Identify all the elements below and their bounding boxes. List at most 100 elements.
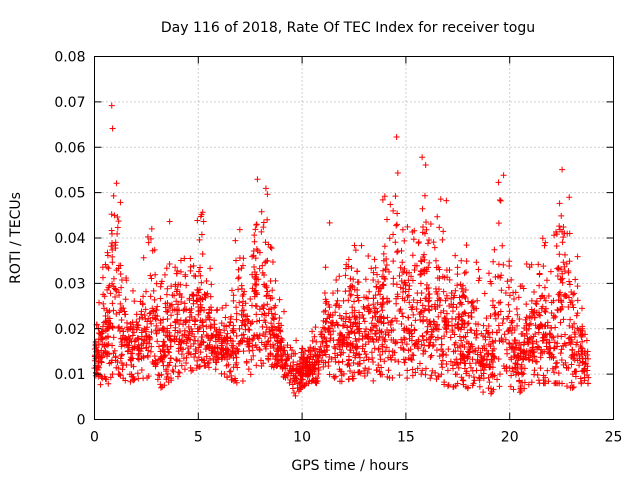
data-point (228, 342, 235, 349)
data-point (528, 379, 535, 386)
data-point (162, 304, 169, 311)
data-point (197, 264, 204, 271)
data-point (379, 295, 386, 302)
data-point (286, 379, 293, 386)
data-point (384, 216, 391, 223)
data-point (481, 342, 488, 349)
data-point (428, 352, 435, 359)
data-point (250, 352, 257, 359)
data-point (239, 302, 246, 309)
data-point (110, 334, 117, 341)
data-point (224, 374, 231, 381)
data-point (130, 329, 137, 336)
data-point (535, 261, 542, 268)
data-point (112, 239, 119, 246)
data-point (393, 295, 400, 302)
data-point (202, 292, 209, 299)
data-point (409, 366, 416, 373)
data-point (117, 199, 124, 206)
x-tick-label: 5 (194, 430, 203, 446)
data-point (419, 333, 426, 340)
data-point (213, 307, 220, 314)
data-point (508, 276, 515, 283)
data-point (260, 224, 267, 231)
data-point (208, 332, 215, 339)
data-point (121, 311, 128, 318)
data-point (271, 334, 278, 341)
data-point (186, 329, 193, 336)
data-point (399, 259, 406, 266)
data-point (233, 304, 240, 311)
data-point (420, 224, 427, 231)
data-point (102, 348, 109, 355)
data-point (360, 315, 367, 322)
data-point (350, 276, 357, 283)
data-point (352, 335, 359, 342)
data-point (118, 352, 125, 359)
data-point (118, 343, 125, 350)
data-point (568, 379, 575, 386)
data-point (440, 228, 447, 235)
y-axis-label: ROTI / TECUs (8, 192, 24, 284)
data-point (506, 340, 513, 347)
data-point (437, 309, 444, 316)
data-point (109, 253, 116, 260)
data-point (521, 379, 528, 386)
data-point (253, 291, 260, 298)
data-point (139, 314, 146, 321)
data-point (488, 280, 495, 287)
data-point (207, 355, 214, 362)
data-point (352, 352, 359, 359)
data-point (114, 213, 121, 220)
data-point (539, 303, 546, 310)
data-point (300, 351, 307, 358)
data-point (359, 345, 366, 352)
data-point (534, 343, 541, 350)
data-point (206, 309, 213, 316)
data-point (429, 328, 436, 335)
data-point (553, 243, 560, 250)
data-point (536, 271, 543, 278)
data-point (354, 343, 361, 350)
data-point (323, 318, 330, 325)
data-point (556, 251, 563, 258)
data-point (524, 338, 531, 345)
data-point (356, 314, 363, 321)
data-point (458, 324, 465, 331)
data-point (340, 339, 347, 346)
data-point (249, 347, 256, 354)
data-point (232, 377, 239, 384)
data-point (164, 370, 171, 377)
data-point (120, 332, 127, 339)
data-point (315, 367, 322, 374)
data-point (117, 335, 124, 342)
data-point (348, 264, 355, 271)
data-point (573, 312, 580, 319)
data-point (383, 262, 390, 269)
data-point (436, 297, 443, 304)
data-point (401, 265, 408, 272)
data-point (361, 328, 368, 335)
data-point (168, 312, 175, 319)
data-point (407, 346, 414, 353)
data-point (219, 354, 226, 361)
data-point (518, 387, 525, 394)
data-point (435, 372, 442, 379)
data-point (265, 292, 272, 299)
data-point (511, 364, 518, 371)
data-point (232, 237, 239, 244)
data-point (145, 373, 152, 380)
data-point (381, 243, 388, 250)
data-point (566, 281, 573, 288)
data-point (118, 284, 125, 291)
data-point (304, 355, 311, 362)
data-point (200, 322, 207, 329)
data-point (582, 355, 589, 362)
data-point (249, 337, 256, 344)
data-point (475, 266, 482, 273)
data-point (403, 341, 410, 348)
data-point (279, 356, 286, 363)
data-point (309, 328, 316, 335)
data-point (311, 333, 318, 340)
data-point (460, 292, 467, 299)
